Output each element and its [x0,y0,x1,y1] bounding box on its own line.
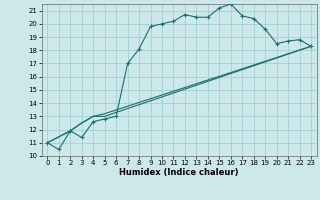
X-axis label: Humidex (Indice chaleur): Humidex (Indice chaleur) [119,168,239,177]
